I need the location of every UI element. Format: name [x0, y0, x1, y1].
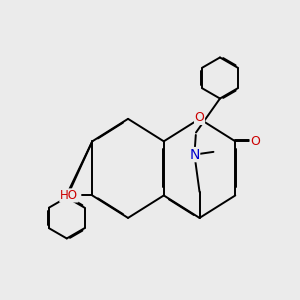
Text: N: N	[189, 148, 200, 162]
Text: O: O	[250, 135, 260, 148]
Text: HO: HO	[60, 189, 78, 202]
Text: O: O	[195, 111, 205, 124]
